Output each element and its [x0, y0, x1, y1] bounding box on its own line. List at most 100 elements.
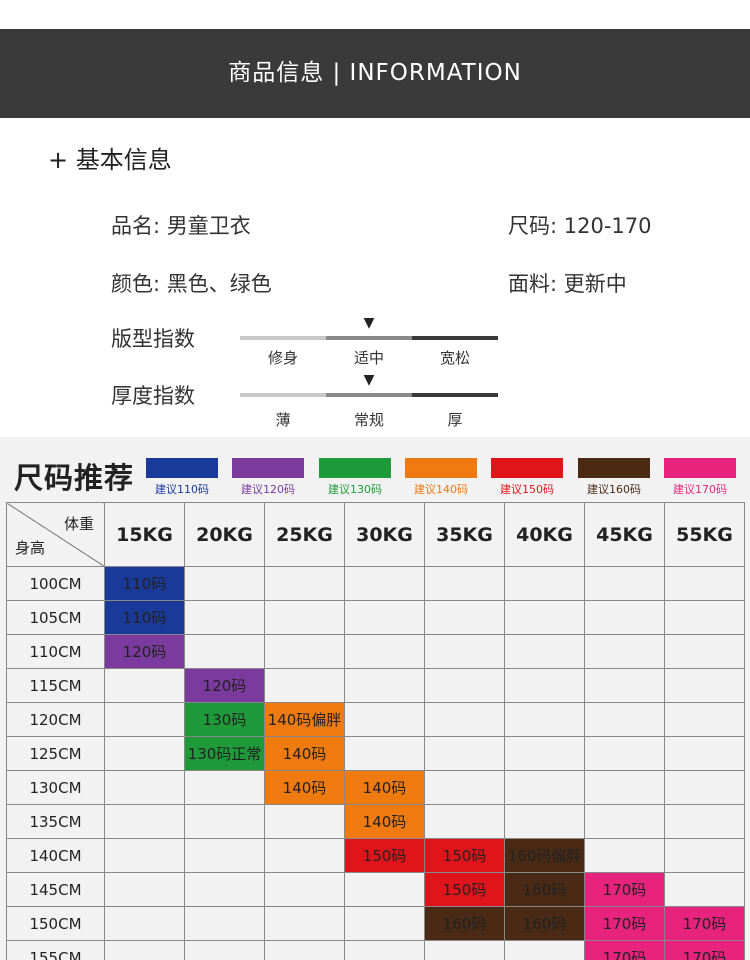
fit-scale-seg-2 — [326, 336, 412, 340]
size-recommendation-cell: 170码 — [664, 940, 745, 960]
empty-cell — [584, 736, 665, 771]
color-label: 颜色: — [111, 272, 161, 296]
thickness-index-label: 厚度指数 — [111, 384, 195, 408]
size-recommendation-cell: 140码 — [264, 770, 345, 805]
empty-cell — [584, 838, 665, 873]
empty-cell — [584, 634, 665, 669]
table-row: 140CM 150码 150码 160码偏胖 — [6, 838, 745, 873]
height-cell: 120CM — [6, 702, 105, 737]
weight-header: 45KG — [584, 502, 665, 567]
thickness-marker-icon: ▼ — [363, 372, 375, 388]
empty-cell — [104, 940, 185, 960]
table-row: 115CM 120码 — [6, 668, 745, 703]
legend-label: 建议120码 — [241, 483, 295, 496]
weight-header: 55KG — [664, 502, 745, 567]
empty-cell — [184, 634, 265, 669]
fit-option-regular: 适中 — [353, 349, 384, 367]
height-cell: 145CM — [6, 872, 105, 907]
empty-cell — [504, 804, 585, 839]
size-table: 体重 身高 15KG 20KG 25KG 30KG 35KG 40KG 45KG 55KG 1… — [6, 502, 745, 960]
empty-cell — [584, 566, 665, 601]
size-recommendation-cell: 120码 — [184, 668, 265, 703]
info-banner: 商品信息 | INFORMATION — [0, 29, 750, 118]
legend-label: 建议170码 — [673, 483, 727, 496]
height-cell: 115CM — [6, 668, 105, 703]
empty-cell — [264, 838, 345, 873]
empty-cell — [104, 872, 185, 907]
size-chart-title: 尺码推荐 — [14, 461, 135, 495]
weight-header: 40KG — [504, 502, 585, 567]
empty-cell — [344, 566, 425, 601]
table-row: 100CM 110码 — [6, 566, 745, 601]
size-recommendation-cell: 110码 — [104, 566, 185, 601]
empty-cell — [424, 736, 505, 771]
empty-cell — [104, 906, 185, 941]
thickness-scale-seg-3 — [412, 393, 498, 397]
size-recommendation-cell: 150码 — [424, 872, 505, 907]
weight-header: 15KG — [104, 502, 185, 567]
fit-index-label: 版型指数 — [111, 327, 195, 351]
empty-cell — [344, 702, 425, 737]
empty-cell — [584, 804, 665, 839]
empty-cell — [184, 906, 265, 941]
empty-cell — [664, 872, 745, 907]
legend-label: 建议110码 — [155, 483, 209, 496]
table-row: 105CM 110码 — [6, 600, 745, 635]
fit-scale-seg-3 — [412, 336, 498, 340]
legend-swatch — [405, 458, 477, 478]
table-row: 110CM 120码 — [6, 634, 745, 669]
size-value: 120-170 — [563, 214, 652, 238]
empty-cell — [344, 634, 425, 669]
empty-cell — [664, 702, 745, 737]
empty-cell — [264, 872, 345, 907]
info-name: 品名: 男童卫衣 — [111, 210, 251, 240]
info-fabric: 面料: 更新中 — [508, 268, 627, 298]
legend-item: 建议140码 — [405, 458, 477, 497]
empty-cell — [344, 736, 425, 771]
empty-cell — [424, 770, 505, 805]
empty-cell — [664, 634, 745, 669]
name-value: 男童卫衣 — [166, 214, 251, 238]
empty-cell — [664, 804, 745, 839]
empty-cell — [104, 736, 185, 771]
empty-cell — [504, 566, 585, 601]
legend-swatch — [578, 458, 650, 478]
empty-cell — [264, 940, 345, 960]
empty-cell — [264, 600, 345, 635]
fit-option-slim: 修身 — [267, 349, 298, 367]
size-recommendation-cell: 170码 — [584, 872, 665, 907]
size-recommendation-cell: 140码 — [264, 736, 345, 771]
legend-swatch — [319, 458, 391, 478]
fabric-label: 面料: — [508, 272, 558, 296]
fit-scale-seg-1 — [240, 336, 326, 340]
empty-cell — [504, 600, 585, 635]
table-row: 135CM 140码 — [6, 804, 745, 839]
legend-item: 建议150码 — [491, 458, 563, 497]
empty-cell — [584, 702, 665, 737]
thickness-option-thick: 厚 — [447, 411, 463, 429]
corner-weight-label: 体重 — [63, 515, 94, 533]
empty-cell — [184, 940, 265, 960]
empty-cell — [504, 736, 585, 771]
height-cell: 105CM — [6, 600, 105, 635]
size-recommendation-cell: 120码 — [104, 634, 185, 669]
thickness-option-regular: 常规 — [353, 411, 384, 429]
empty-cell — [264, 566, 345, 601]
empty-cell — [264, 906, 345, 941]
size-recommendation-cell: 160码 — [504, 906, 585, 941]
empty-cell — [664, 600, 745, 635]
corner-height-label: 身高 — [15, 539, 46, 557]
legend-label: 建议150码 — [500, 483, 554, 496]
empty-cell — [424, 600, 505, 635]
height-cell: 135CM — [6, 804, 105, 839]
table-row: 125CM 130码正常 140码 — [6, 736, 745, 771]
size-recommendation-cell: 140码 — [344, 804, 425, 839]
empty-cell — [584, 770, 665, 805]
empty-cell — [424, 804, 505, 839]
empty-cell — [104, 668, 185, 703]
legend-swatch — [664, 458, 736, 478]
empty-cell — [584, 600, 665, 635]
info-size: 尺码: 120-170 — [508, 210, 652, 240]
empty-cell — [264, 804, 345, 839]
name-label: 品名: — [111, 214, 161, 238]
